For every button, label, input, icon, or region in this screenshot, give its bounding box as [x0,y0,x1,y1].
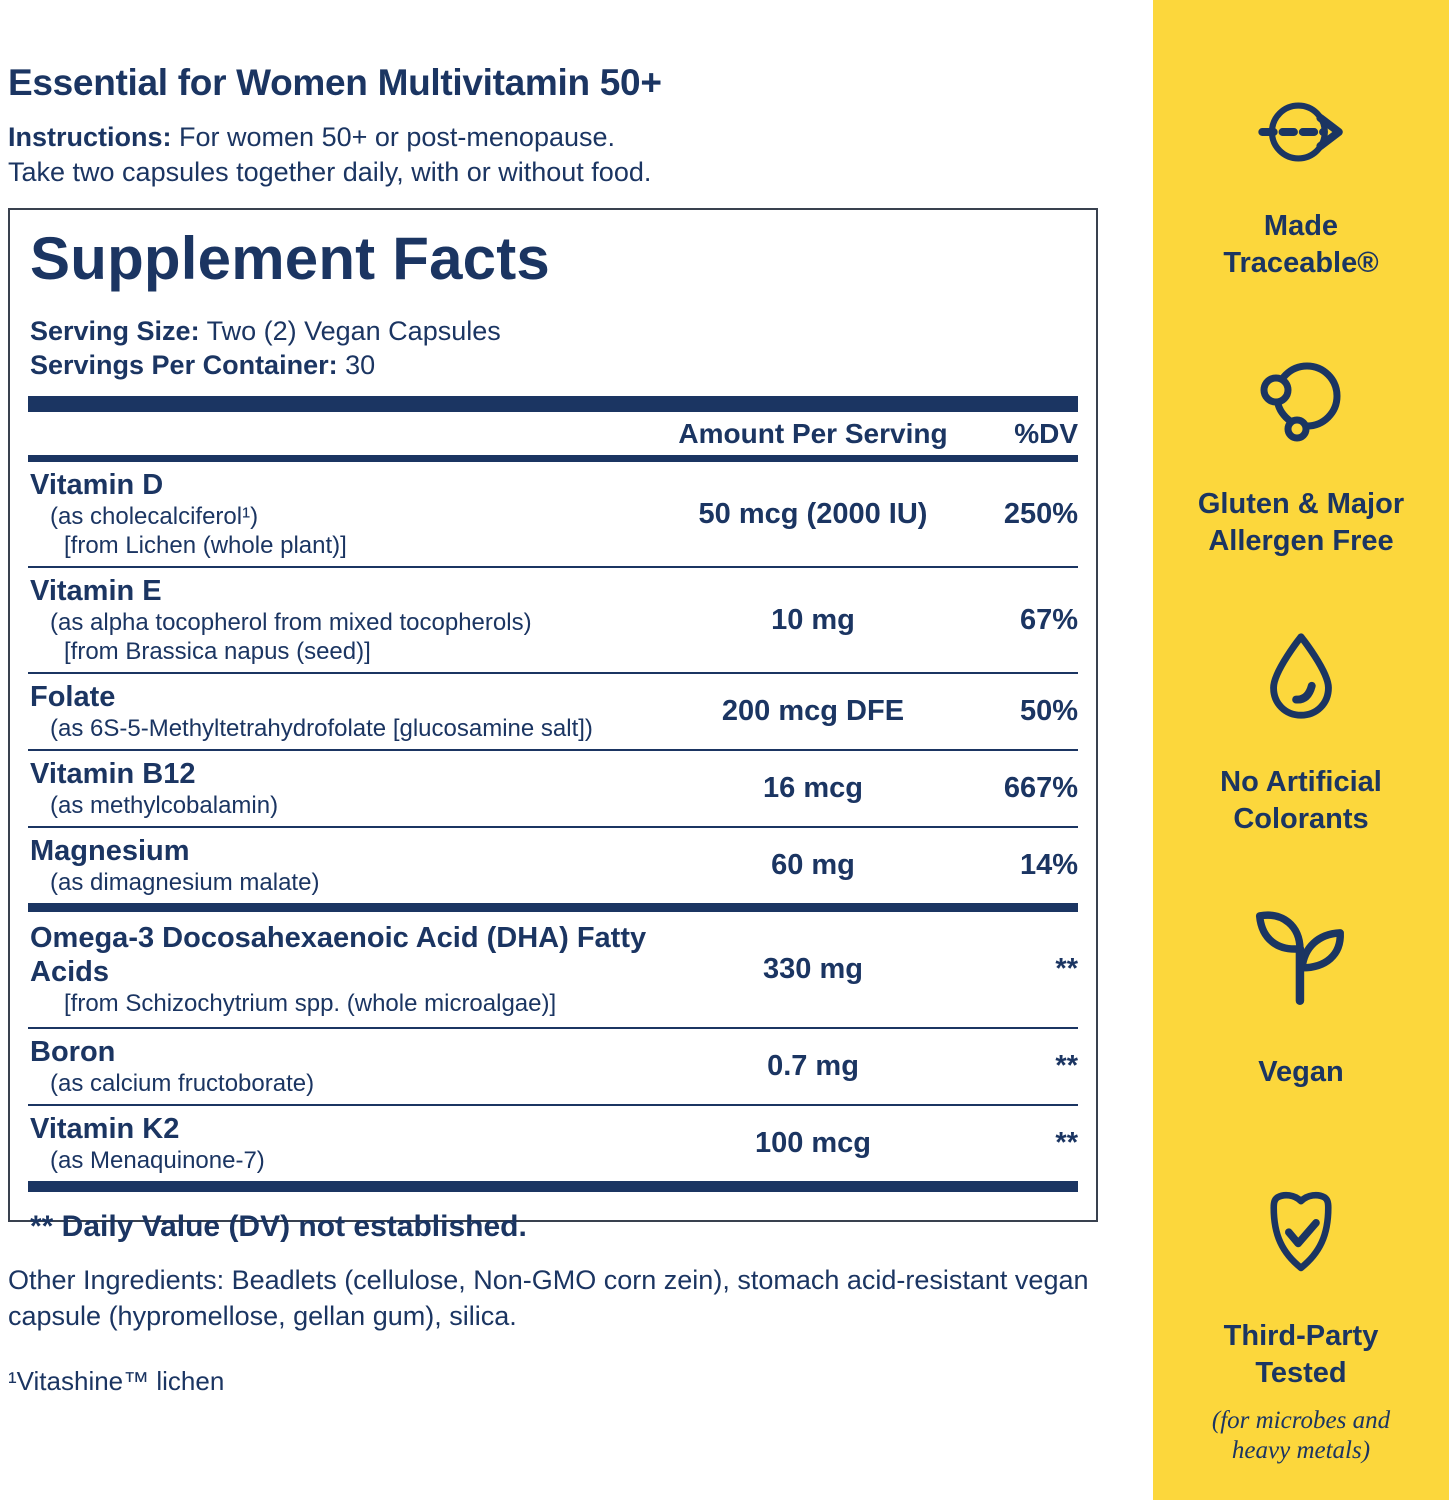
serving-size-value: Two (2) Vegan Capsules [206,316,501,346]
badge-label: Tested [1255,1357,1347,1389]
other-ingredients: Other Ingredients: Beadlets (cellulose, … [8,1265,1089,1331]
nutrient-amount: 330 mg [763,953,863,985]
badge-label: No Artificial [1220,766,1382,798]
column-header-amount: Amount Per Serving [678,418,948,449]
table-row: Folate (as 6S-5-Methyltetrahydrofolate [… [28,672,1078,749]
nutrient-form: (as Menaquinone-7) [50,1147,265,1174]
badge-label: Third-Party [1223,1320,1379,1352]
nutrient-form: (as alpha tocopherol from mixed tocopher… [50,609,532,636]
nutrient-amount: 100 mcg [754,1127,872,1159]
thick-divider [28,396,1078,412]
instructions-text-2: Take two capsules together daily, with o… [8,157,652,187]
no-colorants-droplet-icon [1153,628,1449,726]
nutrient-amount: 10 mg [771,603,855,636]
nutrient-dv: ** [1055,953,1078,985]
nutrient-name: Magnesium [30,835,190,867]
nutrient-form: (as calcium fructoborate) [50,1070,315,1097]
badge-sidebar: Made Traceable® Gluten & Major Allergen … [1153,0,1449,1500]
table-row: Vitamin E (as alpha tocopherol from mixe… [28,566,1078,672]
thick-divider [28,1181,1078,1192]
badge-label: Vegan [1258,1056,1344,1088]
table-row: Vitamin B12 (as methylcobalamin) 16 mcg … [28,749,1078,826]
servings-per-container-line: Servings Per Container: 30 [28,348,1078,382]
nutrient-name: Folate [30,681,116,713]
badge-allergen-free: Gluten & Major Allergen Free [1153,350,1449,560]
vitashine-note: ¹Vitashine™ lichen [8,1366,225,1396]
serving-size-line: Serving Size: Two (2) Vegan Capsules [28,314,1078,348]
nutrient-form: (as 6S-5-Methyltetrahydrofolate [glucosa… [50,715,593,742]
nutrient-amount: 0.7 mg [767,1050,859,1082]
supplement-facts-panel: Supplement Facts Serving Size: Two (2) V… [8,208,1098,1243]
nutrient-amount: 50 mcg (2000 IU) [698,497,928,530]
table-row: Boron (as calcium fructoborate) 0.7 mg *… [28,1027,1078,1104]
product-title: Essential for Women Multivitamin 50+ [8,62,662,103]
column-header-dv: %DV [1014,418,1078,449]
instructions-line-2: Take two capsules together daily, with o… [8,155,1108,190]
shield-check-icon [1153,1188,1449,1282]
nutrient-name: Vitamin B12 [30,758,196,790]
allergen-free-icon [1153,350,1449,450]
nutrient-dv: 667% [1003,772,1078,804]
nutrient-amount: 200 mcg DFE [721,695,905,727]
nutrient-source: [from Lichen (whole plant)] [64,532,347,559]
medium-divider [28,455,1078,462]
badge-label: Allergen Free [1208,525,1394,557]
badge-no-artificial-colorants: No Artificial Colorants [1153,628,1449,838]
table-header-row: Amount Per Serving %DV [28,412,1078,455]
instructions-text-1: For women 50+ or post-menopause. [179,122,616,152]
nutrient-name: Vitamin K2 [30,1113,180,1145]
table-row: Vitamin K2 (as Menaquinone-7) 100 mcg ** [28,1104,1078,1181]
nutrient-dv: 67% [1019,603,1078,636]
nutrient-form: (as dimagnesium malate) [50,869,320,896]
instructions-line-1: Instructions: For women 50+ or post-meno… [8,120,1108,155]
badge-label: Gluten & Major [1197,488,1405,520]
nutrient-name: Omega-3 Docosahexaenoic Acid (DHA) Fatty… [30,922,647,988]
nutrient-dv: 50% [1019,695,1078,727]
badge-vegan: Vegan [1153,900,1449,1091]
nutrient-amount: 16 mcg [763,772,863,804]
nutrient-name: Vitamin E [30,575,162,607]
nutrient-name: Vitamin D [30,469,164,501]
serving-size-label: Serving Size: [30,316,200,346]
servings-value: 30 [345,350,376,380]
table-row: Vitamin D (as cholecalciferol¹) [from Li… [28,462,1078,566]
table-row: Magnesium (as dimagnesium malate) 60 mg … [28,826,1078,903]
nutrient-source: [from Schizochytrium spp. (whole microal… [64,990,557,1017]
label-footer: Other Ingredients: Beadlets (cellulose, … [8,1262,1128,1397]
servings-label: Servings Per Container: [30,350,338,380]
nutrient-dv: ** [1055,1127,1078,1159]
nutrient-source: [from Brassica napus (seed)] [64,638,371,665]
vegan-sprout-icon [1153,900,1449,1006]
badge-label: Colorants [1233,803,1369,835]
badge-made-traceable: Made Traceable® [1153,88,1449,282]
table-row: Omega-3 Docosahexaenoic Acid (DHA) Fatty… [28,912,1078,1027]
made-traceable-icon [1153,88,1449,176]
badge-label: Traceable® [1223,247,1379,279]
badge-subtext: (for microbes and heavy metals) [1211,1407,1391,1464]
nutrient-dv: 14% [1019,849,1078,881]
instructions-label: Instructions: [8,122,172,152]
supplement-facts-title: Supplement Facts [30,225,550,292]
badge-label: Made [1263,210,1339,242]
badge-third-party-tested: Third-Party Tested (for microbes and hea… [1153,1188,1449,1466]
nutrient-form: (as cholecalciferol¹) [50,503,259,530]
thick-divider [28,903,1078,912]
dv-footnote: ** Daily Value (DV) not established. [30,1210,527,1243]
label-header: Essential for Women Multivitamin 50+ Ins… [8,62,1108,190]
nutrient-name: Boron [30,1036,116,1068]
nutrient-amount: 60 mg [771,849,855,881]
nutrient-dv: ** [1055,1050,1078,1082]
nutrient-dv: 250% [1003,497,1078,530]
nutrient-form: (as methylcobalamin) [50,792,279,819]
